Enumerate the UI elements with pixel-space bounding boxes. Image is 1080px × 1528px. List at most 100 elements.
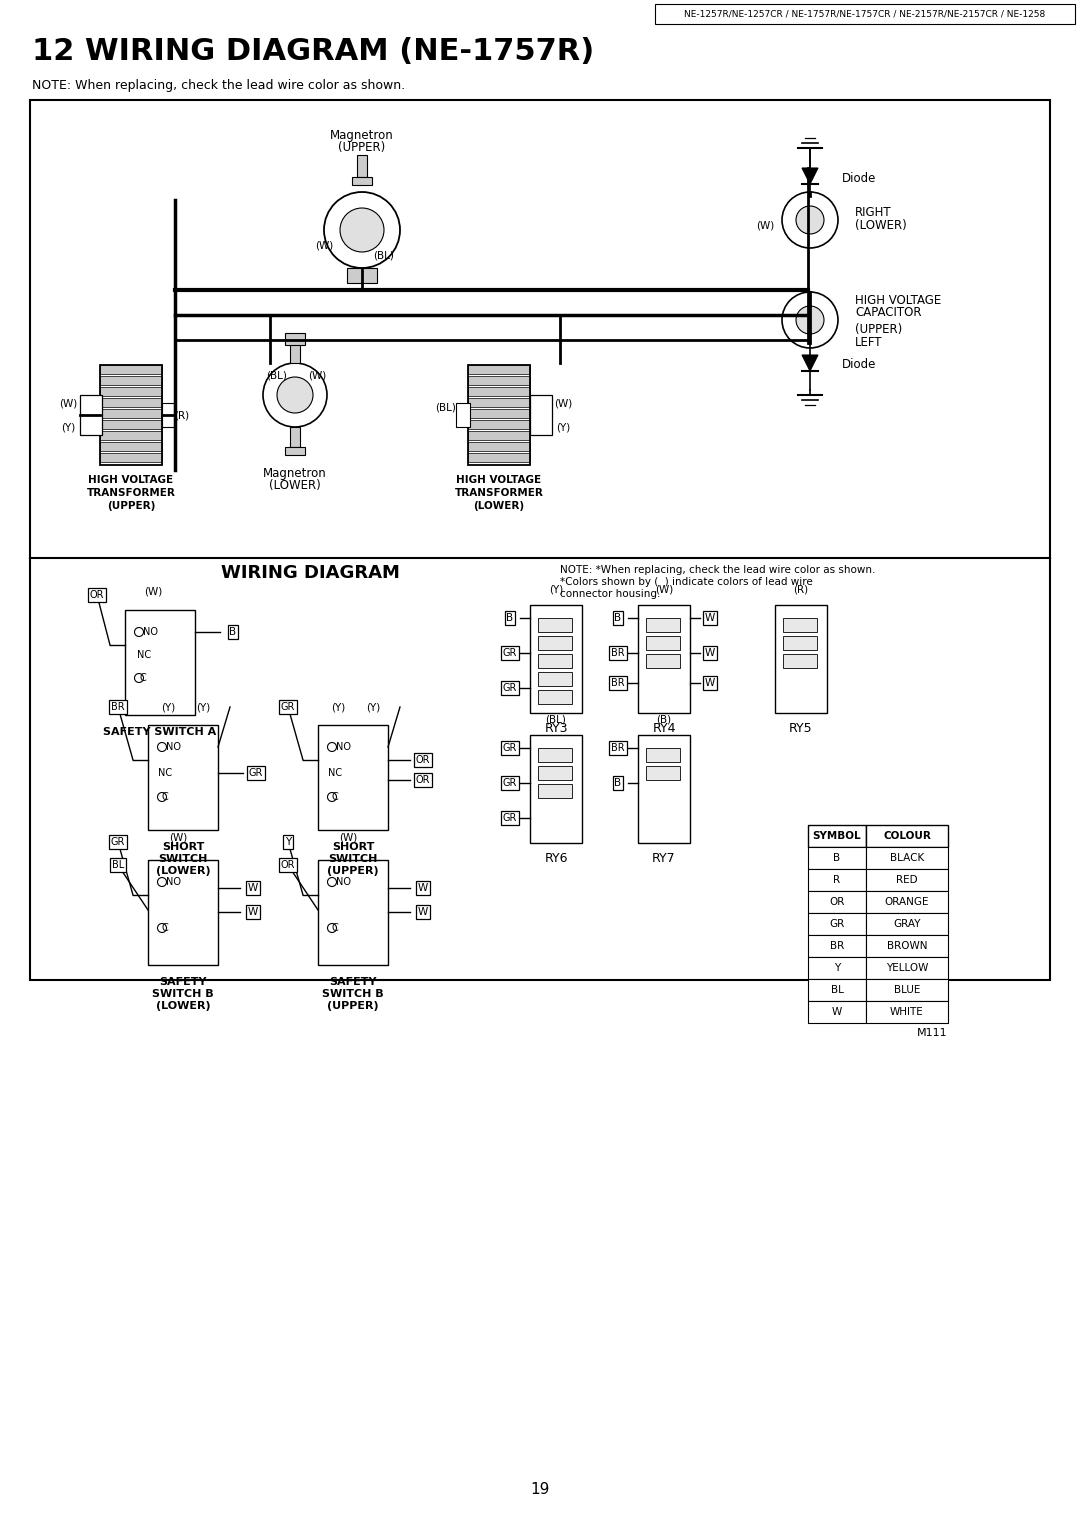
Bar xyxy=(100,442,162,451)
Text: R: R xyxy=(834,876,840,885)
Bar xyxy=(100,365,162,374)
Bar xyxy=(808,825,866,847)
Text: 12 WIRING DIAGRAM (NE-1757R): 12 WIRING DIAGRAM (NE-1757R) xyxy=(32,38,594,67)
Text: BL: BL xyxy=(831,986,843,995)
Text: ORANGE: ORANGE xyxy=(885,897,929,908)
Text: HIGH VOLTAGE: HIGH VOLTAGE xyxy=(855,293,942,307)
Text: (W): (W) xyxy=(144,587,162,597)
Text: Diode: Diode xyxy=(842,359,876,371)
Text: W: W xyxy=(705,678,715,688)
Text: Magnetron: Magnetron xyxy=(330,128,394,142)
Bar xyxy=(530,735,582,843)
Text: B: B xyxy=(615,613,622,623)
Text: RED: RED xyxy=(896,876,918,885)
Bar xyxy=(808,869,866,891)
Bar xyxy=(100,452,162,461)
Text: C: C xyxy=(139,672,146,683)
Bar xyxy=(646,636,680,649)
Text: *Colors shown by (  ) indicate colors of lead wire: *Colors shown by ( ) indicate colors of … xyxy=(561,578,813,587)
Text: (LOWER): (LOWER) xyxy=(269,480,321,492)
Text: 19: 19 xyxy=(530,1482,550,1497)
Text: NC: NC xyxy=(328,769,342,778)
Bar xyxy=(866,1001,948,1024)
Text: SAFETY SWITCH A: SAFETY SWITCH A xyxy=(104,727,217,736)
Text: SAFETY: SAFETY xyxy=(329,976,377,987)
Text: (UPPER): (UPPER) xyxy=(327,866,379,876)
Text: GR: GR xyxy=(503,778,517,788)
Bar xyxy=(808,891,866,914)
Text: GRAY: GRAY xyxy=(893,918,921,929)
Text: (W): (W) xyxy=(756,220,774,231)
Bar xyxy=(468,431,530,440)
Text: B: B xyxy=(229,626,237,637)
Bar xyxy=(468,410,530,419)
Bar xyxy=(808,1001,866,1024)
Bar xyxy=(125,610,195,715)
Circle shape xyxy=(782,292,838,348)
Text: HIGH VOLTAGE: HIGH VOLTAGE xyxy=(457,475,541,484)
Bar xyxy=(148,860,218,966)
Text: (Y): (Y) xyxy=(330,701,346,712)
Text: (W): (W) xyxy=(315,240,333,251)
Bar xyxy=(468,420,530,429)
Bar xyxy=(866,891,948,914)
Text: GR: GR xyxy=(829,918,845,929)
Bar xyxy=(148,724,218,830)
Text: (W): (W) xyxy=(339,833,357,843)
Text: RY7: RY7 xyxy=(652,853,676,865)
Text: BR: BR xyxy=(111,701,125,712)
Text: SYMBOL: SYMBOL xyxy=(812,831,862,840)
Bar xyxy=(285,448,305,455)
Bar xyxy=(808,957,866,979)
Bar xyxy=(775,605,827,714)
Text: (UPPER): (UPPER) xyxy=(338,142,386,154)
Text: (R): (R) xyxy=(794,584,809,594)
Bar xyxy=(80,396,102,435)
Text: OR: OR xyxy=(416,755,430,766)
Bar xyxy=(538,636,572,649)
Text: (UPPER): (UPPER) xyxy=(855,324,902,336)
Bar xyxy=(538,784,572,798)
Text: connector housing.: connector housing. xyxy=(561,588,660,599)
Text: W: W xyxy=(418,883,428,892)
Polygon shape xyxy=(802,354,818,371)
Bar xyxy=(530,396,552,435)
Bar xyxy=(866,979,948,1001)
Bar xyxy=(285,333,305,345)
Text: NC: NC xyxy=(158,769,172,778)
Text: W: W xyxy=(248,883,258,892)
Text: Y: Y xyxy=(285,837,292,847)
Bar xyxy=(100,376,162,385)
Text: GR: GR xyxy=(111,837,125,847)
Bar xyxy=(808,914,866,935)
Text: (W): (W) xyxy=(59,397,77,408)
Text: GR: GR xyxy=(503,683,517,694)
Text: (W): (W) xyxy=(168,833,187,843)
Circle shape xyxy=(340,208,384,252)
Text: (Y): (Y) xyxy=(366,701,380,712)
Bar xyxy=(808,979,866,1001)
Text: (W): (W) xyxy=(654,584,673,594)
Text: NO: NO xyxy=(143,626,158,637)
Text: COLOUR: COLOUR xyxy=(883,831,931,840)
Bar xyxy=(318,724,388,830)
Text: TRANSFORMER: TRANSFORMER xyxy=(86,487,175,498)
Text: C: C xyxy=(162,792,168,802)
Text: RY4: RY4 xyxy=(652,723,676,735)
Text: SWITCH: SWITCH xyxy=(159,854,207,863)
Text: (W): (W) xyxy=(554,397,572,408)
Text: (Y): (Y) xyxy=(161,701,175,712)
Circle shape xyxy=(782,193,838,248)
Bar xyxy=(100,365,162,465)
Text: BROWN: BROWN xyxy=(887,941,928,950)
Text: NO: NO xyxy=(336,743,351,752)
Text: SWITCH B: SWITCH B xyxy=(322,989,383,999)
Bar xyxy=(468,452,530,461)
Bar xyxy=(347,267,377,283)
Text: (Y): (Y) xyxy=(60,422,76,432)
Bar xyxy=(783,617,816,633)
Text: HIGH VOLTAGE: HIGH VOLTAGE xyxy=(89,475,174,484)
Text: Magnetron: Magnetron xyxy=(264,466,327,480)
Text: OR: OR xyxy=(90,590,105,601)
Text: NO: NO xyxy=(166,877,181,886)
